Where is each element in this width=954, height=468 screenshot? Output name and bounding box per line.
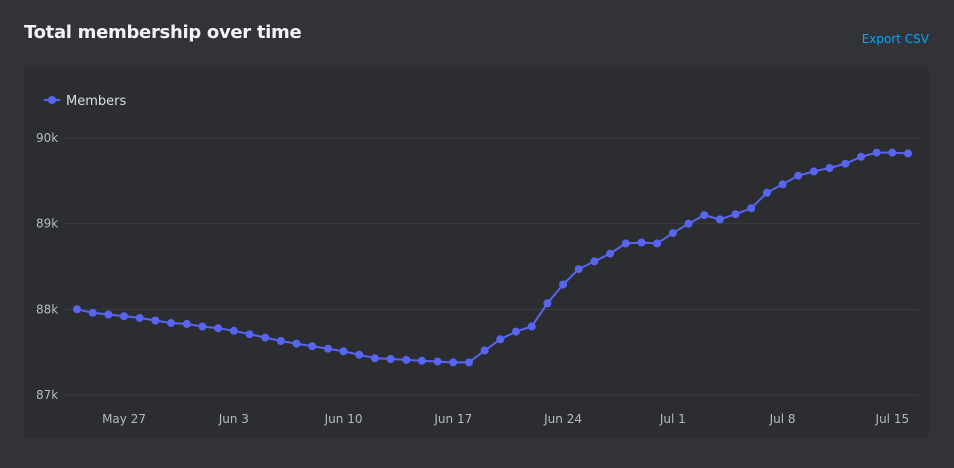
data-point: [151, 316, 160, 325]
data-point: [778, 180, 787, 189]
data-point: [276, 337, 285, 345]
legend-label-members: Members: [66, 94, 126, 109]
data-point: [88, 308, 97, 317]
data-point: [794, 171, 803, 180]
data-point: [496, 335, 505, 344]
data-point: [857, 152, 865, 161]
data-point: [167, 319, 176, 327]
data-point: [308, 342, 317, 351]
x-tick-label: Jun 24: [543, 412, 582, 426]
x-tick-label: Jul 1: [659, 412, 686, 426]
data-point: [417, 356, 426, 365]
x-tick-label: Jul 15: [875, 412, 910, 426]
data-point: [809, 167, 818, 176]
data-point: [449, 358, 458, 367]
legend-marker: [48, 96, 56, 104]
data-point: [339, 347, 348, 356]
data-point: [198, 322, 207, 331]
data-point: [700, 211, 709, 220]
legend: Members: [44, 94, 126, 109]
x-tick-label: Jun 3: [218, 412, 249, 426]
data-point: [747, 204, 756, 213]
x-tick-label: Jun 10: [324, 412, 363, 426]
data-point: [323, 344, 332, 353]
data-point: [402, 355, 411, 364]
data-point: [904, 149, 912, 158]
data-point: [684, 219, 693, 228]
data-point: [245, 330, 254, 339]
data-point: [73, 305, 81, 314]
data-point: [621, 239, 630, 248]
data-point: [182, 319, 191, 328]
data-point: [135, 313, 144, 322]
x-tick-label: Jul 8: [769, 412, 796, 426]
data-point: [512, 327, 520, 336]
y-tick-label: 87k: [36, 388, 58, 402]
data-point: [543, 299, 552, 308]
data-point: [214, 324, 223, 333]
membership-line-chart: 87k 88k 89k 90k May 27 Jun 3 Jun 10 Jun 17 Jun 2…: [36, 94, 919, 426]
data-point: [465, 358, 473, 367]
x-tick-label: May 27: [102, 412, 146, 426]
data-point: [574, 265, 583, 274]
data-point: [527, 322, 536, 331]
x-tick-label: Jun 17: [433, 412, 472, 426]
data-point: [825, 164, 834, 172]
y-tick-label: 89k: [36, 217, 58, 231]
data-point: [637, 238, 646, 247]
data-point: [668, 229, 677, 238]
y-tick-label: 88k: [36, 302, 58, 316]
data-point: [433, 357, 442, 366]
data-point: [386, 355, 395, 363]
chart-title: Total membership over time: [24, 22, 302, 43]
data-point: [355, 350, 364, 359]
data-point: [590, 257, 599, 266]
data-point: [841, 159, 850, 168]
data-point: [480, 346, 489, 355]
data-point: [120, 312, 128, 321]
data-point: [653, 239, 662, 248]
data-point: [292, 339, 301, 348]
y-tick-label: 90k: [36, 131, 58, 145]
data-point: [715, 215, 724, 224]
chart-card: 87k 88k 89k 90k May 27 Jun 3 Jun 10 Jun 17 Jun 2…: [24, 67, 929, 438]
export-csv-link[interactable]: Export CSV: [861, 32, 929, 46]
data-point: [888, 148, 897, 157]
data-point: [606, 249, 615, 258]
data-point: [872, 148, 881, 157]
data-point: [370, 354, 379, 363]
data-point: [559, 280, 568, 289]
data-point: [762, 188, 771, 197]
data-point: [261, 333, 270, 342]
data-point: [104, 310, 113, 319]
data-point: [229, 326, 238, 335]
data-point: [731, 210, 740, 219]
